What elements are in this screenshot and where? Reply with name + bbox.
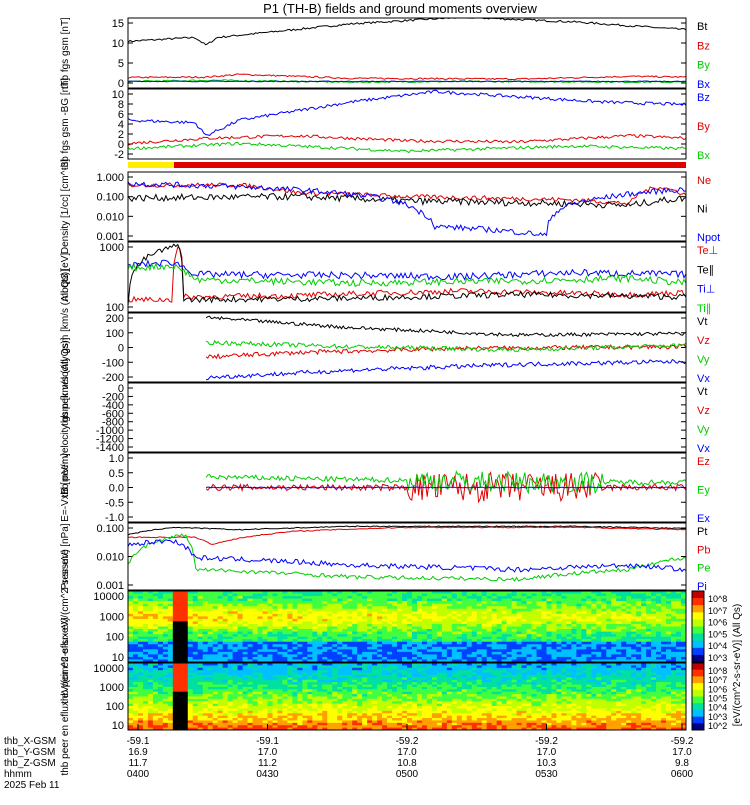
series-line-Bx (128, 81, 686, 82)
panel-ylabel: thb fgs gsm -BG [nT] (60, 78, 71, 170)
panel-frame (128, 383, 686, 452)
series-line-Bt (128, 18, 686, 45)
series-line-Pt (128, 526, 686, 535)
y-tick-label: 0.010 (96, 552, 124, 564)
panel-ylabel: Density [1/cc] [cm^-3] (60, 159, 71, 254)
legend-Vy: Vy (697, 354, 710, 366)
status-bar-yellow (128, 162, 174, 168)
series-line-Vx (206, 360, 686, 380)
legend-Npot: Npot (697, 232, 720, 244)
y-tick-label: 1.0 (109, 453, 124, 465)
y-tick-label: 5 (118, 58, 124, 70)
y-tick-label: 200 (106, 313, 124, 325)
legend-Vt: Vt (697, 386, 707, 398)
series-line-Pe (128, 534, 686, 581)
legend-Bx: Bx (697, 79, 710, 91)
legend-Vy: Vy (697, 424, 710, 436)
series-line-Vy (206, 341, 686, 352)
y-tick-label: 0 (118, 343, 124, 355)
panel-6: thb peer velocity gsm [km/s (All Qs)]0-2… (60, 337, 710, 497)
legend-Ne: Ne (697, 175, 711, 187)
legend-Vz: Vz (697, 335, 710, 347)
y-tick-label: 100 (106, 701, 124, 713)
series-line-Ti⊥ (128, 260, 686, 280)
legend-Ez: Ez (697, 456, 710, 468)
y-tick-label: 1.000 (96, 172, 124, 184)
series-line-Npot (128, 182, 686, 236)
legend-Pb: Pb (697, 544, 710, 556)
panel-ylabel: E=-VxB [mV/m] (60, 453, 71, 522)
y-tick-label: 10 (112, 720, 124, 732)
panel-3: Density [1/cc] [cm^-3]1.0000.1000.0100.0… (60, 159, 720, 254)
legend-Vz: Vz (697, 405, 710, 417)
legend-Bt: Bt (697, 21, 707, 33)
legend-Te⊥: Te⊥ (697, 245, 718, 257)
series-line-Bz (128, 90, 686, 135)
legend-Ti∥: Ti∥ (697, 303, 711, 315)
series-line-Vt (206, 316, 686, 336)
y-tick-label: 0.5 (109, 468, 124, 480)
legend-Ni: Ni (697, 204, 707, 216)
y-tick-label: 10000 (93, 663, 124, 675)
legend-Ey: Ey (697, 485, 710, 497)
panel-frame (128, 89, 686, 159)
legend-Ex: Ex (697, 513, 710, 525)
legend-Pe: Pe (697, 563, 710, 575)
panel-frame (128, 523, 686, 590)
y-tick-label: 100 (106, 328, 124, 340)
legend-Vx: Vx (697, 373, 710, 385)
series-line-Pb (128, 527, 686, 545)
y-tick-label: 15 (112, 18, 124, 30)
y-tick-label: 10 (112, 38, 124, 50)
y-tick-label: 1000 (100, 242, 124, 254)
legend-By: By (697, 121, 710, 133)
panel-ylabel: thb peer en eflux eV/(cm^2-s-sr-eV) (60, 617, 71, 775)
y-tick-label: 10000 (93, 591, 124, 603)
y-tick-label: 1000 (100, 611, 124, 623)
legend-Te∥: Te∥ (697, 264, 714, 276)
series-line-Ey (206, 472, 686, 493)
y-tick-label: 0.010 (96, 211, 124, 223)
y-tick-label: 0.0 (109, 483, 124, 495)
legend-Bz: Bz (697, 40, 710, 52)
y-tick-label: -100 (102, 357, 124, 369)
plot-title: P1 (TH-B) fields and ground moments over… (263, 1, 537, 16)
y-tick-label: -2 (114, 149, 124, 161)
series-line-Bx (128, 142, 686, 152)
series-line-Bz (128, 74, 686, 80)
status-bar-red (174, 162, 686, 168)
legend-Bz: Bz (697, 92, 710, 104)
y-tick-label: 100 (106, 632, 124, 644)
legend-By: By (697, 60, 710, 72)
y-tick-label: -0.5 (105, 497, 124, 509)
y-tick-label: 0.100 (96, 192, 124, 204)
y-tick-label: 1000 (100, 682, 124, 694)
legend-Vt: Vt (697, 316, 707, 328)
legend-Pt: Pt (697, 526, 707, 538)
panel-5: thb peir velocity gsm [km/s (All Qs)]200… (60, 269, 710, 426)
legend-Ti⊥: Ti⊥ (697, 284, 715, 296)
legend-Bx: Bx (697, 150, 710, 162)
series-line-Ne (128, 183, 686, 205)
legend-Vx: Vx (697, 443, 710, 455)
y-tick-label: 0.100 (96, 523, 124, 535)
